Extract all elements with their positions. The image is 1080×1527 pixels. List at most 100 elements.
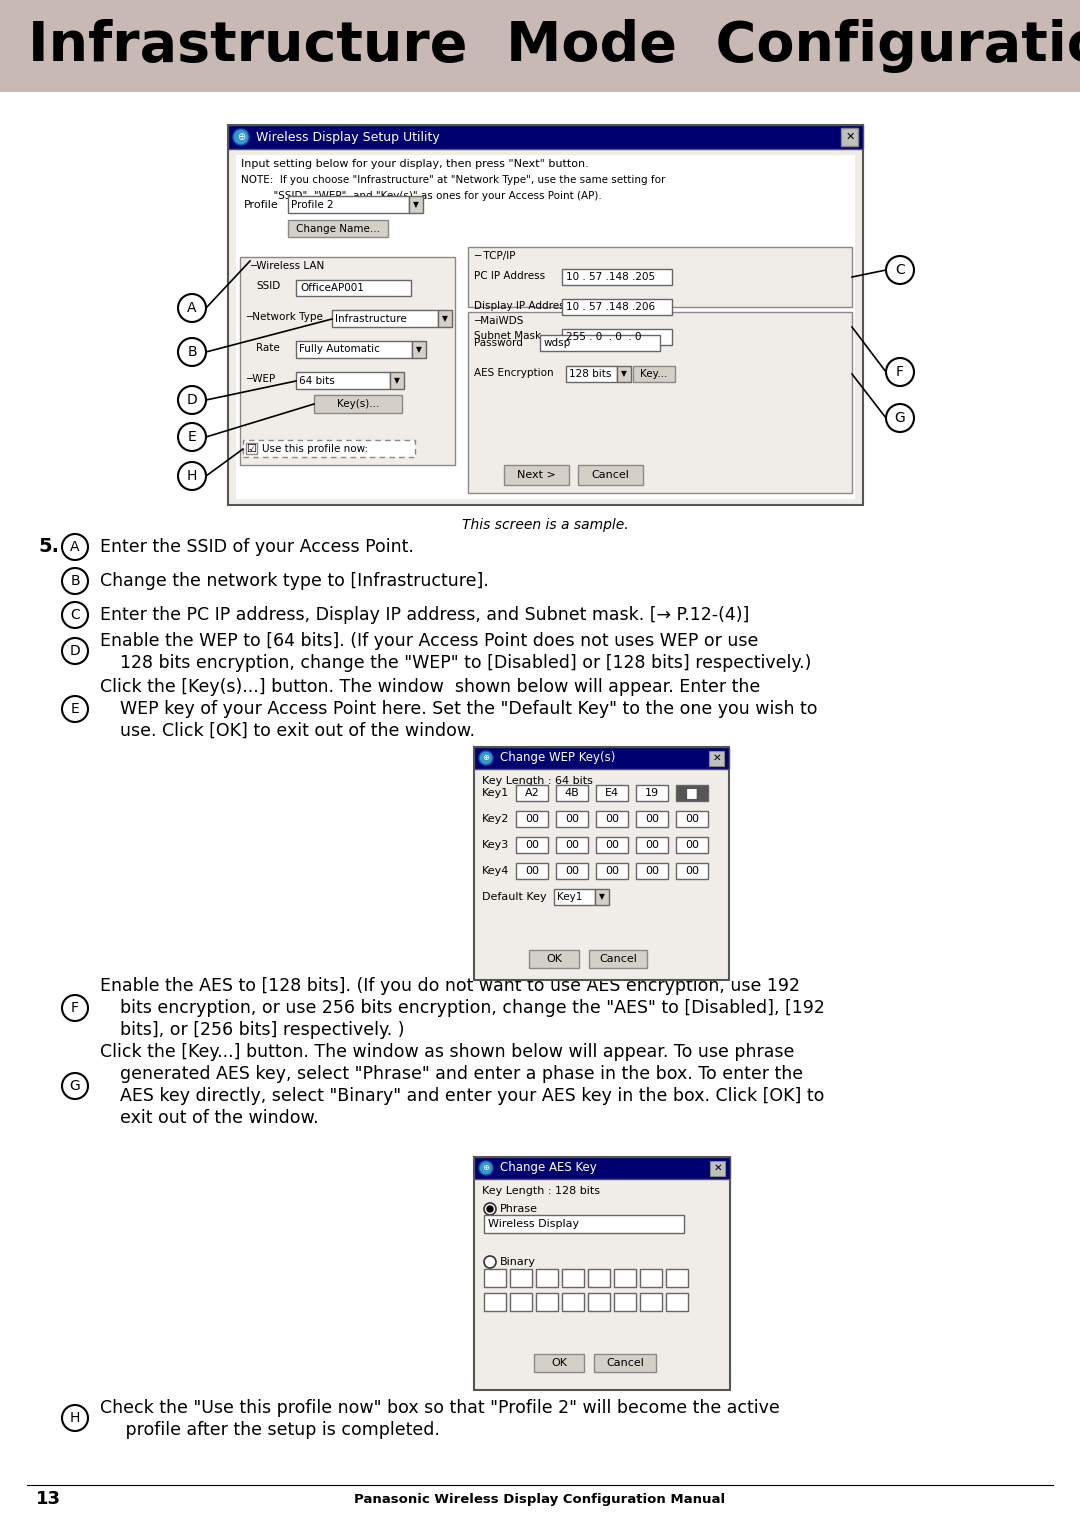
Text: C: C (70, 608, 80, 621)
Text: Change Name...: Change Name... (296, 223, 380, 234)
Text: NOTE:  If you choose "Infrastructure" at "Network Type", use the same setting fo: NOTE: If you choose "Infrastructure" at … (241, 176, 665, 185)
Bar (562, 299, 672, 315)
Circle shape (178, 386, 206, 414)
Text: Key(s)...: Key(s)... (337, 399, 379, 409)
Text: B: B (70, 574, 80, 588)
Text: H: H (187, 469, 198, 483)
Circle shape (886, 357, 914, 386)
Bar (484, 1215, 684, 1232)
Text: ⊕: ⊕ (483, 1164, 489, 1173)
Text: 13: 13 (36, 1490, 60, 1509)
Text: ⊕: ⊕ (483, 753, 489, 762)
Bar (534, 1354, 584, 1371)
Text: ☑: ☑ (246, 444, 256, 454)
Bar (562, 1293, 584, 1312)
Bar (237, 156, 855, 499)
Bar (841, 128, 858, 147)
Bar (240, 257, 455, 466)
Bar (314, 395, 402, 412)
Bar (516, 863, 548, 880)
Text: Display IP Address: Display IP Address (474, 301, 570, 312)
Bar (536, 1293, 558, 1312)
Bar (666, 1293, 688, 1312)
Bar (484, 1269, 507, 1287)
Text: Key4: Key4 (482, 866, 510, 876)
Text: D: D (69, 644, 80, 658)
Bar (617, 366, 631, 382)
Bar (504, 466, 569, 486)
Circle shape (62, 638, 87, 664)
Text: E: E (188, 431, 197, 444)
Bar (640, 1269, 662, 1287)
Bar (474, 1157, 730, 1390)
Text: C: C (895, 263, 905, 276)
Text: Change WEP Key(s): Change WEP Key(s) (500, 751, 616, 765)
Bar (595, 889, 609, 906)
Bar (246, 443, 257, 454)
Bar (636, 811, 669, 828)
Text: E4: E4 (605, 788, 619, 799)
Text: profile after the setup is completed.: profile after the setup is completed. (120, 1422, 440, 1438)
Text: Fully Automatic: Fully Automatic (299, 345, 380, 354)
Text: wdsp: wdsp (544, 337, 571, 348)
Text: H: H (70, 1411, 80, 1425)
Text: "SSID", "WEP", and "Key(s)" as ones for your Access Point (AP).: "SSID", "WEP", and "Key(s)" as ones for … (241, 191, 602, 202)
Text: Next >: Next > (517, 470, 556, 479)
Circle shape (484, 1203, 496, 1215)
Text: 00: 00 (525, 840, 539, 851)
Bar (594, 1354, 656, 1371)
Text: ─MaiWDS: ─MaiWDS (474, 316, 524, 325)
Text: Infrastructure  Mode  Configuration: Infrastructure Mode Configuration (28, 18, 1080, 73)
Circle shape (178, 337, 206, 366)
Bar (510, 1293, 532, 1312)
Circle shape (886, 257, 914, 284)
Circle shape (886, 405, 914, 432)
Text: F: F (896, 365, 904, 379)
Circle shape (62, 1073, 87, 1099)
Bar (562, 1269, 584, 1287)
Circle shape (484, 1257, 496, 1267)
Text: B: B (187, 345, 197, 359)
Text: 00: 00 (525, 814, 539, 825)
Text: Input setting below for your display, then press "Next" button.: Input setting below for your display, th… (241, 159, 589, 169)
Text: Binary: Binary (500, 1257, 536, 1267)
Bar (596, 785, 627, 802)
Bar (588, 1269, 610, 1287)
Text: PC IP Address: PC IP Address (474, 270, 545, 281)
Text: 64 bits: 64 bits (299, 376, 335, 385)
Circle shape (178, 423, 206, 450)
Text: A: A (70, 541, 80, 554)
Text: E: E (70, 702, 79, 716)
Text: 00: 00 (565, 814, 579, 825)
Text: Default Key: Default Key (482, 892, 546, 902)
Bar (529, 950, 579, 968)
Text: ⊕: ⊕ (237, 131, 245, 142)
Text: ▼: ▼ (413, 200, 419, 209)
Text: ─Network Type: ─Network Type (246, 312, 323, 322)
Bar (243, 440, 415, 457)
Text: A2: A2 (525, 788, 539, 799)
Bar (596, 811, 627, 828)
Text: Key Length : 128 bits: Key Length : 128 bits (482, 1186, 600, 1196)
Text: G: G (894, 411, 905, 425)
Text: ▼: ▼ (621, 370, 626, 379)
Bar (288, 195, 409, 212)
Bar (636, 837, 669, 854)
Text: 128 bits encryption, change the "WEP" to [Disabled] or [128 bits] respectively.): 128 bits encryption, change the "WEP" to… (120, 654, 811, 672)
Text: 00: 00 (605, 866, 619, 876)
Text: 128 bits: 128 bits (569, 370, 611, 379)
Bar (562, 328, 672, 345)
Bar (484, 1293, 507, 1312)
Circle shape (62, 1405, 87, 1431)
Text: ✕: ✕ (713, 753, 721, 764)
Bar (409, 195, 423, 212)
Circle shape (233, 128, 249, 145)
Text: Change the network type to [Infrastructure].: Change the network type to [Infrastructu… (100, 573, 489, 589)
Bar (615, 1269, 636, 1287)
Text: 00: 00 (685, 866, 699, 876)
Bar (615, 1293, 636, 1312)
Text: ─WEP: ─WEP (246, 374, 275, 383)
Text: Key1: Key1 (557, 892, 582, 902)
Text: ─ TCP/IP: ─ TCP/IP (474, 250, 515, 261)
Bar (516, 837, 548, 854)
